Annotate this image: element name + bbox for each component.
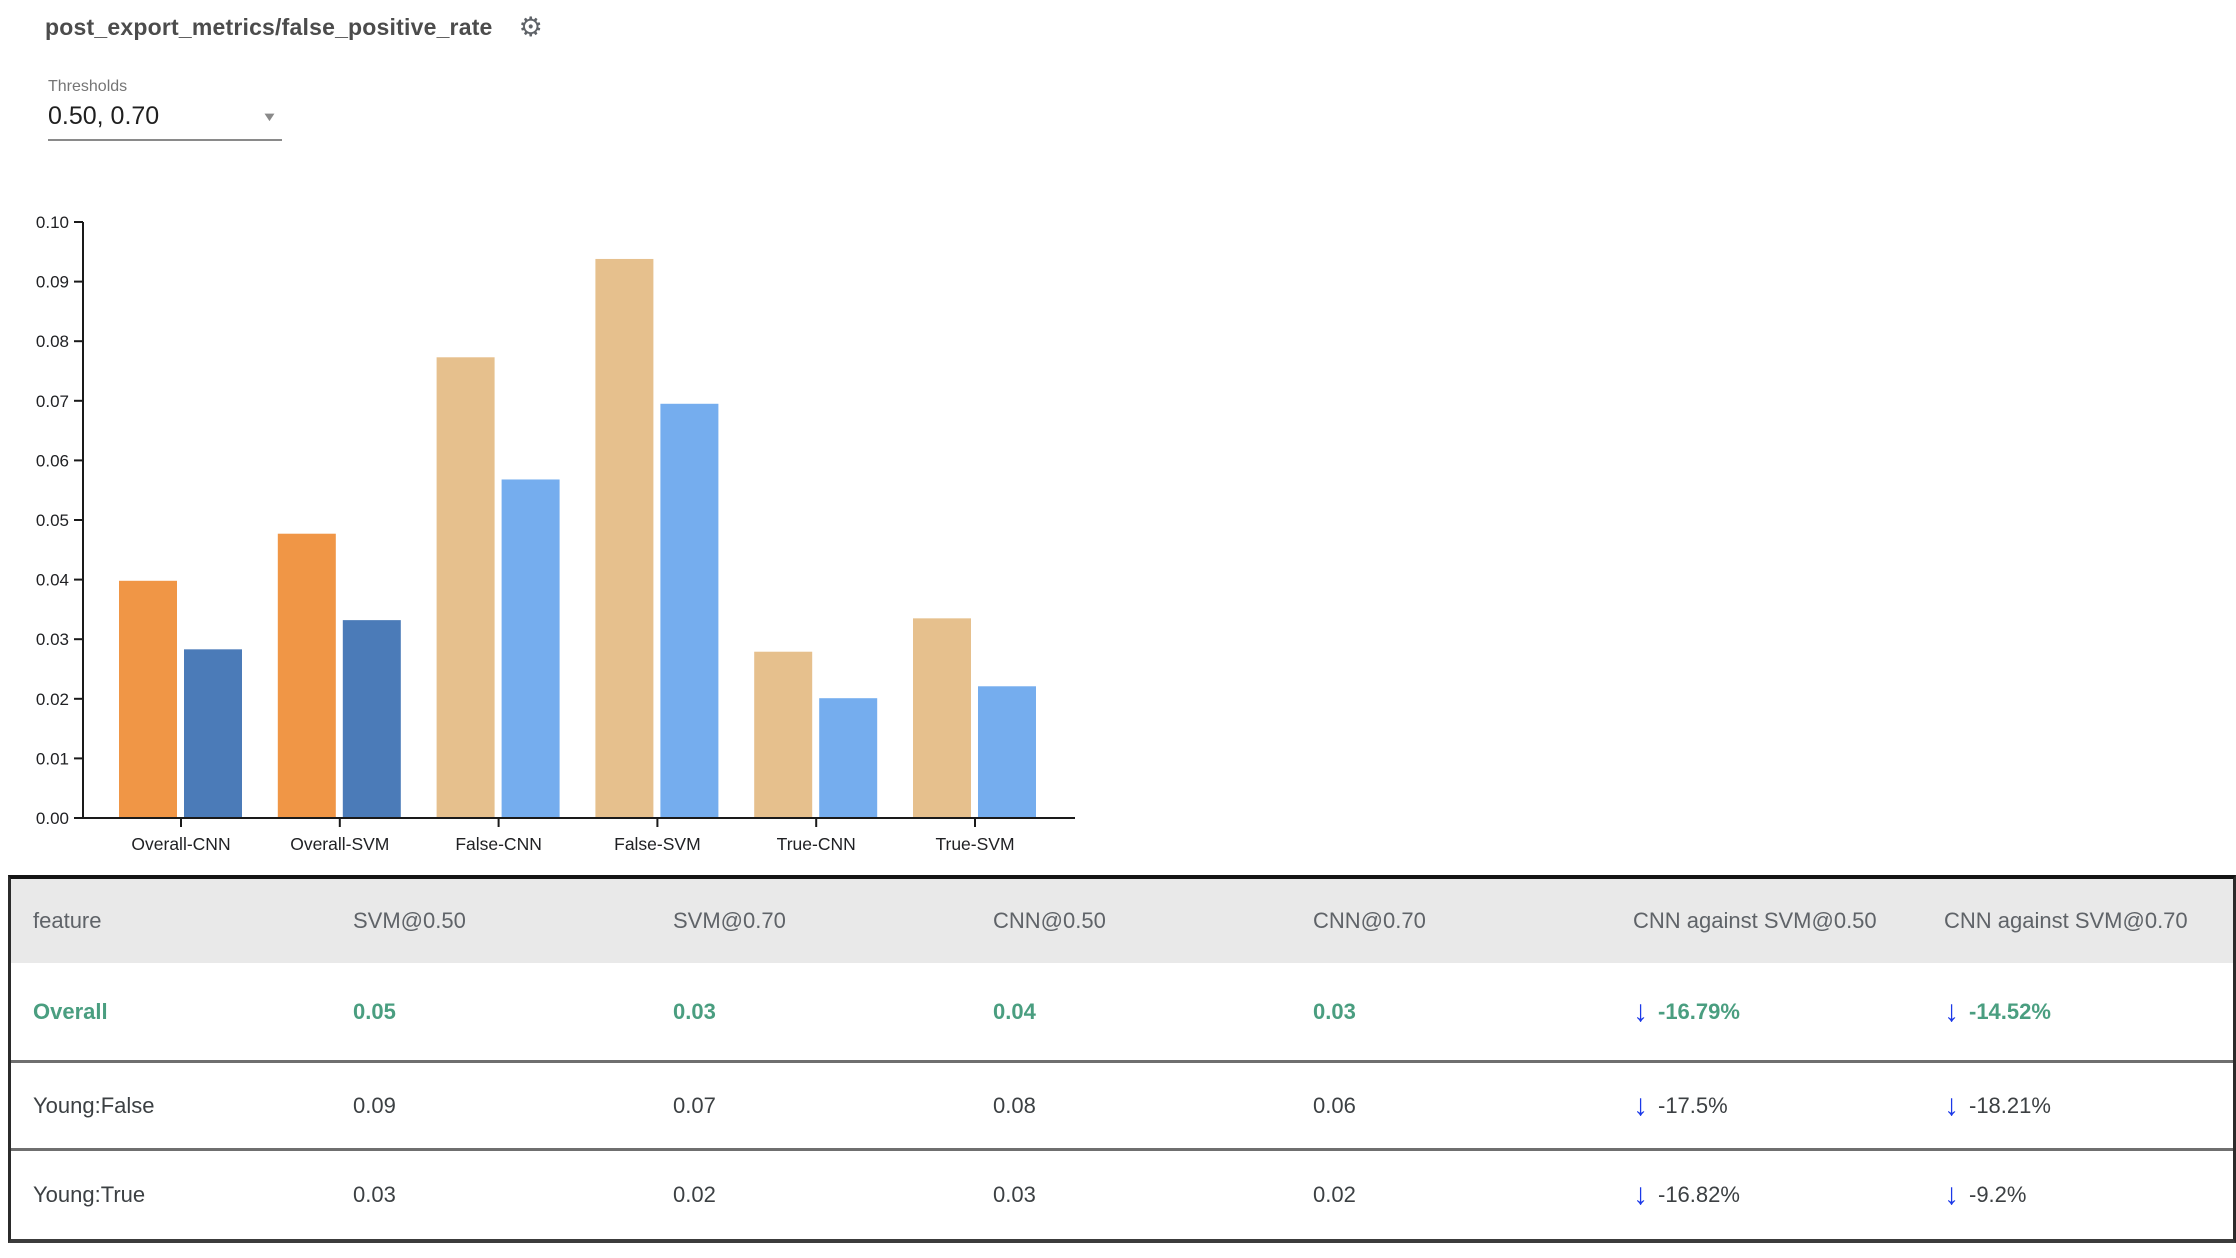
cnn50-cell: 0.03 [993, 1182, 1036, 1207]
x-category-label: False-CNN [455, 834, 542, 854]
cnn50-cell: 0.04 [993, 998, 1036, 1024]
settings-gear-icon[interactable]: ⚙ [518, 12, 543, 42]
bar-Overall-SVM-t50[interactable] [277, 533, 336, 818]
feature-cell: Overall [33, 998, 108, 1024]
thresholds-selected-value: 0.50, 0.70 [48, 102, 160, 130]
thresholds-control: Thresholds 0.50, 0.70 ▼ [48, 78, 282, 141]
x-category-label: Overall-CNN [131, 834, 230, 854]
cnn70-cell: 0.02 [1313, 1182, 1356, 1207]
bar-True-SVM-t50[interactable] [913, 618, 971, 818]
bar-False-SVM-t70[interactable] [660, 403, 719, 818]
cnn-vs-svm70-cell: ↓ -18.21% [1922, 1088, 2233, 1122]
bar-True-SVM-t70[interactable] [978, 686, 1036, 818]
x-category-label: Overall-SVM [290, 834, 389, 854]
bar-False-CNN-t50[interactable] [436, 357, 495, 818]
feature-cell: Young:True [33, 1182, 146, 1207]
y-tick-label: 0.00 [36, 809, 69, 828]
svm50-cell: 0.09 [353, 1092, 396, 1118]
cnn-vs-svm50-cell: ↓ -16.79% [1611, 994, 1922, 1028]
bar-Overall-CNN-t50[interactable] [119, 580, 177, 818]
y-tick-label: 0.09 [36, 273, 69, 292]
cmp-value: -16.79% [1658, 998, 1740, 1024]
arrow-down-icon: ↓ [1633, 994, 1648, 1028]
x-category-label: True-SVM [935, 834, 1014, 854]
y-tick-label: 0.04 [36, 571, 69, 590]
svm70-cell: 0.02 [673, 1182, 716, 1207]
cnn70-cell: 0.03 [1313, 998, 1356, 1024]
col-header-cnn-vs-svm50: CNN against SVM@0.50 [1633, 908, 1877, 933]
arrow-down-icon: ↓ [1944, 1178, 1959, 1211]
y-tick-label: 0.08 [36, 332, 69, 351]
bar-True-CNN-t50[interactable] [754, 651, 813, 818]
thresholds-label: Thresholds [48, 78, 128, 95]
page-title: post_export_metrics/false_positive_rate [45, 14, 493, 40]
y-tick-label: 0.01 [36, 749, 69, 768]
svm50-cell: 0.05 [353, 998, 396, 1024]
bar-Overall-SVM-t70[interactable] [342, 620, 401, 818]
cmp-value: -18.21% [1969, 1092, 2051, 1118]
false-positive-rate-chart: 0.00 0.01 0.02 0.03 0.04 0.05 0.06 0.07 0.08 0.09… [0, 140, 1120, 870]
cmp-value: -14.52% [1969, 998, 2051, 1024]
col-header-cnn70: CNN@0.70 [1313, 908, 1426, 933]
y-tick-label: 0.05 [36, 511, 69, 530]
y-tick-label: 0.06 [36, 451, 69, 470]
thresholds-select[interactable]: 0.50, 0.70 ▼ [48, 102, 282, 141]
arrow-down-icon: ↓ [1633, 1088, 1648, 1122]
col-header-cnn-vs-svm70: CNN against SVM@0.70 [1944, 908, 2188, 933]
bar-False-CNN-t70[interactable] [501, 479, 560, 818]
metrics-table: feature SVM@0.50 SVM@0.70 CNN@0.50 CNN@0… [8, 875, 2236, 1243]
chevron-down-icon: ▼ [261, 109, 278, 124]
bar-False-SVM-t50[interactable] [595, 258, 654, 818]
y-tick-label: 0.10 [36, 213, 69, 232]
table-row-overall[interactable]: Overall 0.05 0.03 0.04 0.03 ↓ -16.79% ↓ … [11, 963, 2233, 1060]
cnn70-cell: 0.06 [1313, 1092, 1356, 1118]
col-header-cnn50: CNN@0.50 [993, 908, 1106, 933]
svm70-cell: 0.07 [673, 1092, 716, 1118]
x-category-label: False-SVM [614, 834, 701, 854]
svm70-cell: 0.03 [673, 998, 716, 1024]
bar-chart-svg: 0.00 0.01 0.02 0.03 0.04 0.05 0.06 0.07 0.08 0.09… [36, 213, 1075, 854]
y-tick-label: 0.02 [36, 690, 69, 709]
y-tick-label: 0.07 [36, 392, 69, 411]
arrow-down-icon: ↓ [1944, 1088, 1959, 1122]
y-tick-label: 0.03 [36, 630, 69, 649]
cmp-value: -16.82% [1658, 1182, 1740, 1207]
arrow-down-icon: ↓ [1944, 994, 1959, 1028]
col-header-feature: feature [33, 908, 102, 933]
col-header-svm50: SVM@0.50 [353, 908, 466, 933]
bar-Overall-CNN-t70[interactable] [184, 649, 242, 818]
bar-True-CNN-t70[interactable] [819, 698, 878, 818]
cnn-vs-svm70-cell: ↓ -9.2% [1922, 1180, 2233, 1210]
table-row-young-true[interactable]: Young:True 0.03 0.02 0.03 0.02 ↓ -16.82%… [11, 1148, 2233, 1239]
feature-cell: Young:False [33, 1092, 155, 1118]
x-category-label: True-CNN [777, 834, 856, 854]
cmp-value: -9.2% [1969, 1182, 2027, 1207]
table-row-young-false[interactable]: Young:False 0.09 0.07 0.08 0.06 ↓ -17.5%… [11, 1060, 2233, 1148]
cnn-vs-svm50-cell: ↓ -16.82% [1611, 1180, 1922, 1210]
table-header-row: feature SVM@0.50 SVM@0.70 CNN@0.50 CNN@0… [11, 879, 2233, 963]
col-header-svm70: SVM@0.70 [673, 908, 786, 933]
arrow-down-icon: ↓ [1633, 1178, 1648, 1211]
cnn-vs-svm70-cell: ↓ -14.52% [1922, 994, 2233, 1028]
metric-header: post_export_metrics/false_positive_rate … [45, 14, 543, 41]
cnn-vs-svm50-cell: ↓ -17.5% [1611, 1088, 1922, 1122]
cnn50-cell: 0.08 [993, 1092, 1036, 1118]
svm50-cell: 0.03 [353, 1182, 396, 1207]
cmp-value: -17.5% [1658, 1092, 1728, 1118]
